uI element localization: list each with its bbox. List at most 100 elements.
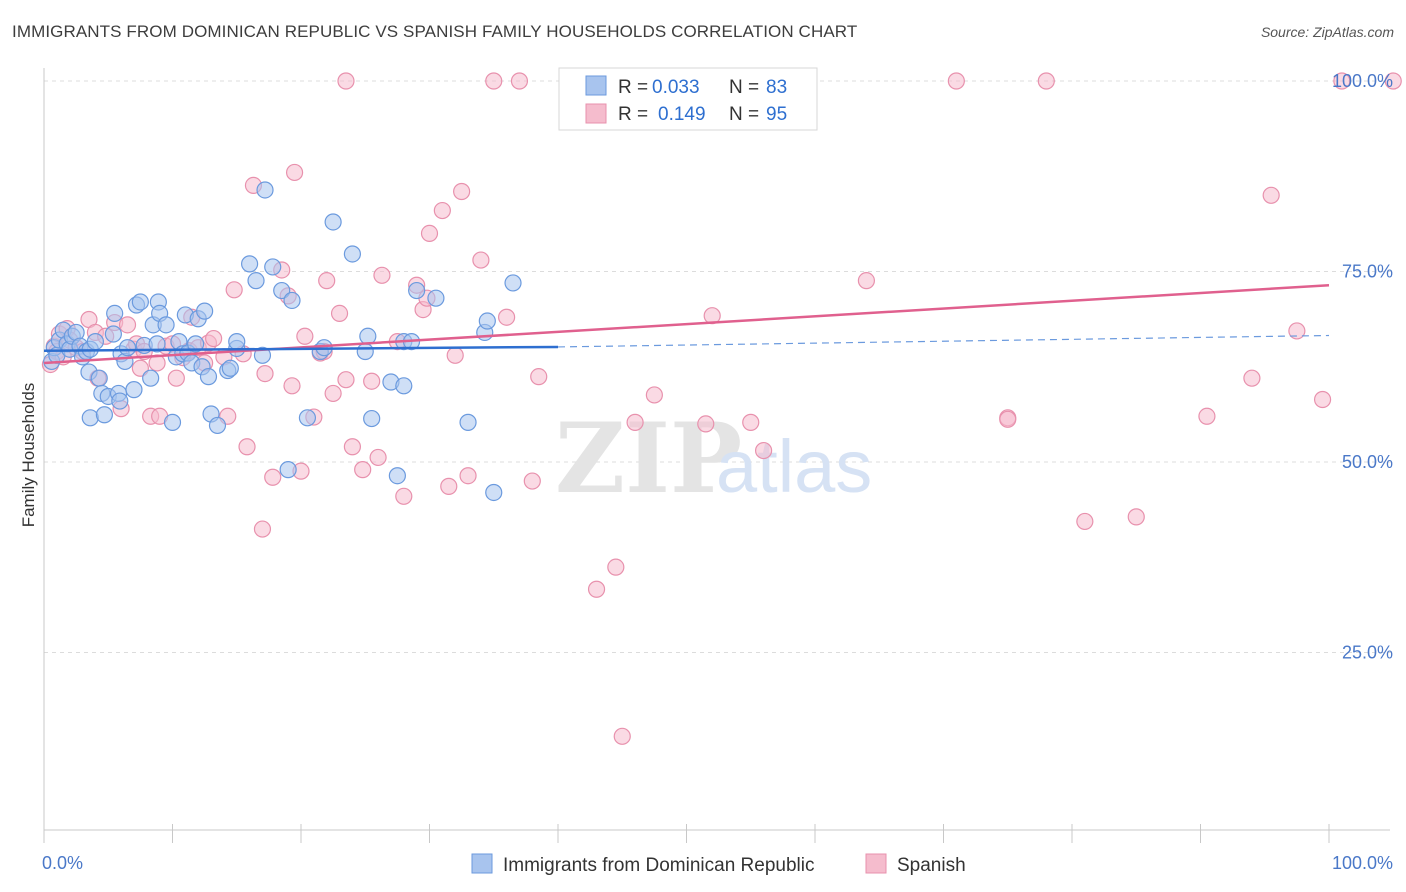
spanish-point bbox=[264, 468, 282, 486]
spanish-point bbox=[607, 558, 625, 576]
dominican-point bbox=[408, 281, 426, 300]
dominican-point bbox=[478, 312, 496, 330]
dominican-point bbox=[163, 413, 182, 431]
dominican-point bbox=[142, 369, 160, 387]
spanish-point bbox=[363, 372, 381, 390]
dominican-points bbox=[43, 181, 522, 502]
dominican-point bbox=[228, 333, 246, 351]
trend-lines bbox=[43, 283, 1330, 365]
dominican-point bbox=[247, 272, 265, 290]
dominican-point bbox=[356, 342, 374, 361]
dominican-point bbox=[256, 181, 274, 199]
dominican-trend-line bbox=[43, 345, 559, 352]
dominican-point bbox=[395, 377, 413, 395]
dominican-point bbox=[279, 461, 297, 479]
dominican-point bbox=[106, 304, 124, 323]
dominican-point bbox=[221, 359, 239, 377]
spanish-point bbox=[433, 201, 451, 220]
spanish-point bbox=[1288, 322, 1306, 340]
dominican-point bbox=[199, 368, 218, 386]
spanish-point bbox=[205, 329, 223, 348]
axes bbox=[43, 68, 1390, 831]
dominican-point bbox=[283, 291, 301, 310]
spanish-point bbox=[1333, 72, 1351, 90]
dominican-point bbox=[148, 335, 166, 353]
spanish-point bbox=[857, 272, 876, 290]
spanish-point bbox=[118, 316, 137, 334]
stats-r-value-blue: 0.033 bbox=[652, 77, 700, 98]
spanish-point bbox=[440, 477, 458, 495]
spanish-point bbox=[256, 365, 274, 383]
spanish-point bbox=[472, 251, 490, 269]
y-tick-label-100: 100.0% bbox=[1332, 71, 1393, 91]
stats-box: R = 0.033 N = 83 R = 0.149 N = 95 bbox=[558, 67, 818, 131]
spanish-point bbox=[354, 461, 372, 479]
dominican-point bbox=[187, 335, 205, 353]
stats-n-label-blue: N = bbox=[729, 77, 759, 98]
dominican-point bbox=[90, 369, 108, 387]
dominican-point bbox=[131, 293, 149, 311]
spanish-point bbox=[369, 448, 387, 467]
spanish-point bbox=[459, 467, 477, 485]
spanish-point bbox=[318, 272, 336, 290]
dominican-point bbox=[104, 325, 122, 343]
dominican-point bbox=[343, 245, 361, 263]
spanish-point bbox=[1384, 72, 1402, 90]
dominican-point bbox=[95, 406, 113, 424]
y-tick-label-25: 25.0% bbox=[1342, 643, 1393, 663]
stats-r-value-pink: 0.149 bbox=[658, 104, 706, 125]
x-tick-label-max: 100.0% bbox=[1332, 853, 1393, 873]
spanish-point bbox=[613, 727, 631, 745]
spanish-point bbox=[283, 377, 301, 395]
legend-label-dominican: Immigrants from Dominican Republic bbox=[503, 855, 815, 876]
stats-r-label-blue: R = bbox=[618, 77, 648, 98]
dominican-point bbox=[241, 255, 259, 273]
y-tick-label-75: 75.0% bbox=[1342, 262, 1393, 282]
spanish-point bbox=[485, 72, 503, 90]
spanish-point bbox=[742, 413, 760, 431]
dominican-point bbox=[111, 392, 129, 410]
spanish-point bbox=[1037, 72, 1055, 90]
dominican-point bbox=[427, 289, 445, 307]
spanish-point bbox=[697, 415, 715, 433]
y-tick-label-50: 50.0% bbox=[1342, 452, 1393, 472]
dominican-point bbox=[118, 339, 137, 357]
spanish-point bbox=[343, 438, 361, 456]
spanish-point bbox=[131, 359, 149, 377]
spanish-point bbox=[296, 327, 314, 345]
spanish-point bbox=[395, 487, 413, 505]
watermark-zip: ZIP bbox=[555, 402, 742, 515]
spanish-point bbox=[330, 304, 349, 323]
dominican-trend-extension bbox=[557, 334, 1330, 348]
spanish-point bbox=[1076, 512, 1094, 531]
spanish-point bbox=[947, 72, 965, 90]
dominican-point bbox=[363, 409, 381, 428]
dominican-point bbox=[298, 409, 317, 427]
x-tick-label-min: 0.0% bbox=[42, 853, 83, 873]
spanish-point bbox=[453, 182, 471, 201]
spanish-point bbox=[1127, 508, 1145, 526]
dominican-point bbox=[208, 416, 227, 435]
legend-swatch-spanish bbox=[865, 853, 887, 874]
dominican-point bbox=[157, 316, 175, 334]
spanish-point bbox=[523, 472, 541, 490]
dominican-point bbox=[324, 213, 342, 231]
stats-n-value-pink: 95 bbox=[766, 104, 787, 125]
dominican-point bbox=[196, 302, 214, 320]
spanish-point bbox=[626, 413, 644, 431]
gridlines bbox=[44, 80, 1392, 653]
dominican-point bbox=[504, 274, 522, 292]
spanish-point bbox=[167, 369, 185, 387]
spanish-point bbox=[1198, 407, 1216, 425]
spanish-point bbox=[1243, 369, 1261, 387]
spanish-point bbox=[645, 386, 663, 404]
watermark-atlas: atlas bbox=[716, 425, 872, 508]
x-ticks bbox=[43, 824, 1330, 843]
spanish-point bbox=[337, 72, 355, 90]
spanish-point bbox=[285, 163, 304, 182]
stats-r-label-pink: R = bbox=[618, 104, 648, 125]
chart-source: Source: ZipAtlas.com bbox=[1260, 24, 1394, 40]
dominican-point bbox=[86, 333, 105, 351]
spanish-point bbox=[446, 346, 464, 364]
